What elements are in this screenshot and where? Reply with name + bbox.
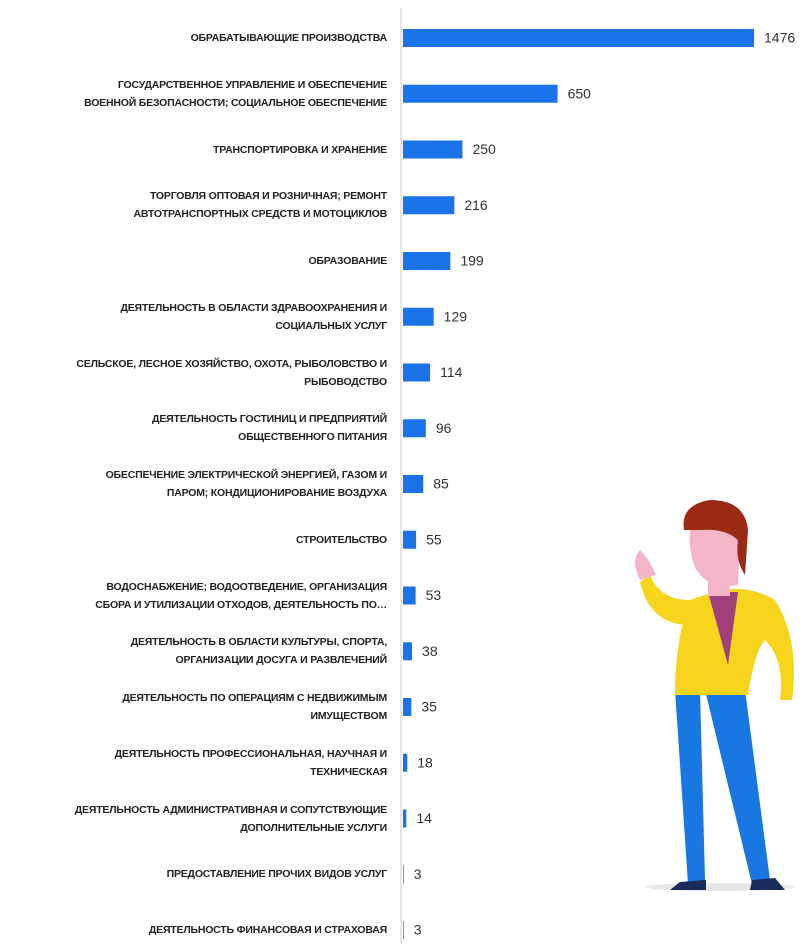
category-label: ТРАНСПОРТИРОВКА И ХРАНЕНИЕ bbox=[0, 141, 387, 159]
category-label: ОБРАБАТЫВАЮЩИЕ ПРОИЗВОДСТВА bbox=[0, 29, 387, 47]
bar bbox=[403, 921, 404, 939]
category-label: ДЕЯТЕЛЬНОСТЬ ПРОФЕССИОНАЛЬНАЯ, НАУЧНАЯ И… bbox=[0, 745, 387, 781]
value-label: 216 bbox=[464, 197, 488, 213]
category-label: ВОДОСНАБЖЕНИЕ; ВОДООТВЕДЕНИЕ, ОРГАНИЗАЦИ… bbox=[0, 578, 387, 614]
category-label: ДЕЯТЕЛЬНОСТЬ ПО ОПЕРАЦИЯМ С НЕДВИЖИМЫМ И… bbox=[0, 689, 387, 725]
category-label: ДЕЯТЕЛЬНОСТЬ В ОБЛАСТИ ЗДРАВООХРАНЕНИЯ И… bbox=[0, 299, 387, 335]
bar bbox=[403, 308, 434, 326]
value-label: 129 bbox=[444, 308, 468, 324]
value-label: 18 bbox=[417, 754, 433, 770]
bar bbox=[403, 475, 423, 493]
category-label: ГОСУДАРСТВЕННОЕ УПРАВЛЕНИЕ И ОБЕСПЕЧЕНИЕ… bbox=[0, 76, 387, 112]
value-label: 85 bbox=[433, 476, 449, 492]
bar bbox=[403, 642, 412, 660]
bar bbox=[403, 85, 558, 103]
value-label: 1476 bbox=[764, 30, 795, 46]
illustration bbox=[635, 500, 795, 891]
category-label: ДЕЯТЕЛЬНОСТЬ ГОСТИНИЦ И ПРЕДПРИЯТИЙ ОБЩЕ… bbox=[0, 410, 387, 446]
value-label: 55 bbox=[426, 531, 442, 547]
category-label: СТРОИТЕЛЬСТВО bbox=[0, 531, 387, 549]
category-label: ДЕЯТЕЛЬНОСТЬ ФИНАНСОВАЯ И СТРАХОВАЯ bbox=[0, 921, 387, 939]
category-label: ПРЕДОСТАВЛЕНИЕ ПРОЧИХ ВИДОВ УСЛУГ bbox=[0, 865, 387, 883]
bar bbox=[403, 865, 404, 883]
bar bbox=[403, 754, 407, 772]
value-label: 38 bbox=[422, 643, 438, 659]
value-label: 3 bbox=[414, 866, 422, 882]
bar bbox=[403, 698, 411, 716]
value-label: 199 bbox=[460, 253, 484, 269]
value-label: 250 bbox=[472, 141, 496, 157]
bar bbox=[403, 810, 406, 828]
bar bbox=[403, 587, 416, 605]
category-label: СЕЛЬСКОЕ, ЛЕСНОЕ ХОЗЯЙСТВО, ОХОТА, РЫБОЛ… bbox=[0, 355, 387, 391]
value-label: 96 bbox=[436, 420, 452, 436]
bar bbox=[403, 141, 462, 159]
page: 1476 650 250 216 199 129 114 96 85 55 53 38 35 18 14 3 3… bbox=[0, 0, 801, 944]
category-label: ТОРГОВЛЯ ОПТОВАЯ И РОЗНИЧНАЯ; РЕМОНТ АВТ… bbox=[0, 187, 387, 223]
bar bbox=[403, 419, 426, 437]
category-label: ОБЕСПЕЧЕНИЕ ЭЛЕКТРИЧЕСКОЙ ЭНЕРГИЕЙ, ГАЗО… bbox=[0, 466, 387, 502]
bar bbox=[403, 252, 450, 270]
category-label: ДЕЯТЕЛЬНОСТЬ В ОБЛАСТИ КУЛЬТУРЫ, СПОРТА,… bbox=[0, 633, 387, 669]
value-label: 114 bbox=[440, 364, 463, 380]
value-label: 35 bbox=[421, 699, 437, 715]
bar bbox=[403, 196, 454, 214]
bar bbox=[403, 531, 416, 549]
value-label: 3 bbox=[414, 922, 422, 938]
value-label: 53 bbox=[426, 587, 442, 603]
bar bbox=[403, 364, 430, 382]
bar bbox=[403, 29, 754, 47]
value-label: 650 bbox=[568, 85, 592, 101]
value-label: 14 bbox=[416, 810, 432, 826]
category-label: ДЕЯТЕЛЬНОСТЬ АДМИНИСТРАТИВНАЯ И СОПУТСТВ… bbox=[0, 801, 387, 837]
category-label: ОБРАЗОВАНИЕ bbox=[0, 252, 387, 270]
